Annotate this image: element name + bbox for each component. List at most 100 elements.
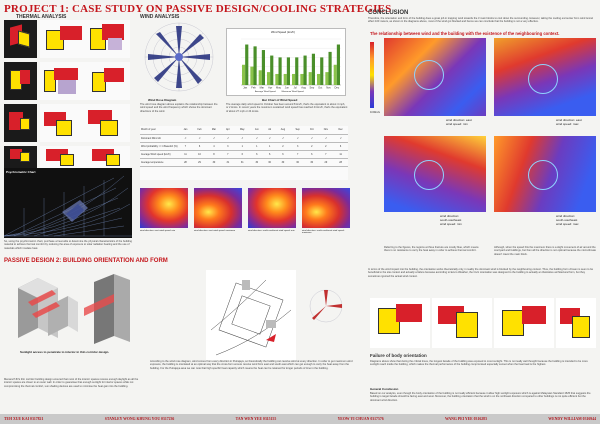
bar-avg-sep [308,72,312,85]
wind-table-cell: 30 [249,158,264,167]
wind-table-cell: Feb [192,126,207,135]
bar-avg-nov [325,72,329,85]
cfd-mini-label-4: wind direction: south-southeast wind spe… [302,230,345,234]
cfd-label-3: wind direction: south-southeast wind spe… [440,214,462,226]
failure-heading: Failure of body orientation [370,353,427,358]
chart-legend: Average Wind Speed Maximum Wind Speed [255,91,304,93]
bar-avg-feb [250,66,254,85]
cfd-large-grid: 0.00m/s wind direction: east wind speed:… [370,38,598,238]
x-tick-label: Apr [268,86,272,90]
psychro-label: Psychrometric Chart [6,170,36,174]
x-tick-label: Oct [318,86,322,90]
wind-table-cell: 7 [318,150,334,159]
wind-table-cell: 1 [234,142,250,151]
page-title: PROJECT 1: CASE STUDY ON PASSIVE DESIGN/… [4,3,392,15]
thermal-model-3 [40,104,130,142]
wind-table-cell: 7 [221,150,235,159]
wind-table-cell: 3 [290,142,305,151]
bar-max-sep [311,53,315,85]
cfd-large-2 [494,38,596,116]
failure-model-4 [556,298,596,348]
wind-table-cell: Apr [221,126,235,135]
cfd-mini-2 [194,188,242,228]
bar-avg-jan [242,64,246,85]
wind-rose-graphic [144,22,214,92]
wind-table-cell: 6 [249,150,264,159]
footer-name-3: TAN WEN YEE 0315155 [235,417,277,421]
wind-rose-small [298,286,354,326]
thermal-model-4 [40,146,130,168]
corridor-svg [18,278,78,338]
wind-table: Month of year Jan Feb Mar Apr May Jun Jul Aug Sep… [140,126,348,167]
bar-max-oct [320,57,324,85]
bar-max-may [278,57,282,85]
wind-table-row-label: Average temperature [140,158,179,167]
wind-table-cell: 31 [221,158,235,167]
legend-max: Maximum Wind Speed [281,91,304,93]
wind-direction-arrow-icon: ↗ [263,134,276,143]
x-tick-label: Jul [294,86,298,90]
footer-name-1: TEH XUE KAI 0317821 [4,417,44,421]
wind-table-cell: Mar [206,126,222,135]
wind-direction-arrow-icon: ↗ [305,134,319,143]
x-tick-label: Jun [285,86,290,90]
wind-table-cell: 30 [290,158,305,167]
wind-table-cell: 6 [263,150,276,159]
wind-table-cell: 6 [234,150,250,159]
wind-table-row-label: Wind probability >= 4 Beaufort (%) [140,142,179,151]
sun-shading-diagram [84,268,138,348]
wind-table-cell: Aug [275,126,291,135]
conclusion-heading: CONCLUSION [368,10,409,16]
psychro-text: So, using the psychrometric chart, purch… [4,240,132,250]
wind-table-cell: 31 [234,158,250,167]
wind-table-cell: Nov [318,126,334,135]
conclusion-text: Therefore, the orientation and form of t… [368,17,594,24]
wind-table-row: Month of year Jan Feb Mar Apr May Jun Jul Aug Sep… [140,126,348,135]
x-tick-label: Mar [260,86,265,90]
wind-table-row-label: Average Wind speed (km/h) [140,150,179,159]
wind-direction-arrow-icon: ↗ [318,134,334,143]
bar-avg-aug [300,73,304,85]
bar-avg-may [275,73,279,85]
wind-table-cell: 6 [275,150,291,159]
wind-table-cell: Oct [305,126,319,135]
bar-avg-oct [317,73,321,85]
cfd-large-1 [384,38,486,116]
x-tick-label: Feb [251,86,256,90]
site-plan-svg [210,279,292,356]
cfd-mini-label-3: wind direction: south-southeast wind spe… [248,230,295,232]
bar-avg-jul [292,73,296,85]
footer-name-2: STANLEY WONG KHUNG YOU 0317236 [104,417,175,421]
wind-table-cell: 29 [318,158,334,167]
wind-table-cell: 7 [290,150,305,159]
scale-label: 0.00m/s [370,110,380,114]
cfd-mini-label-2: wind direction: east wind speed: maximum [194,230,236,232]
thermal-model-2 [40,62,130,100]
failure-text: Diagrams above show that during the crit… [370,360,588,367]
failure-images [370,294,596,352]
wind-table-cell: 2 [305,142,319,151]
x-tick-label: Dec [335,86,340,90]
wind-direction-arrow-icon: ↗ [221,134,235,143]
thermal-model-1 [40,20,130,58]
thermal-thumbs [4,20,132,168]
cfd-right-text: Although, when the speed hits the maximu… [494,246,596,256]
bar-max-mar [261,50,265,85]
footer-name-5: WANG PEI YEE 0316283 [445,417,487,421]
wind-table-cell: 1 [249,142,264,151]
failure-model-3 [494,298,554,348]
cfd-mini-3 [248,188,296,228]
bar-max-jun [286,57,290,85]
x-tick-label: Aug [301,86,306,90]
x-tick-label: Jan [243,86,248,90]
cfd-label-2: wind direction: east wind speed: max [556,118,582,126]
wind-table-cell: Sep [290,126,305,135]
bar-max-jan [245,44,249,85]
thermal-analysis-heading: THERMAL ANALYSIS [16,14,67,20]
wind-table-row-label: Dominant Wind dir. [140,134,179,143]
x-tick-label: Nov [326,86,331,90]
wind-bar-title: Bar Chart of Wind Speed [262,98,298,102]
general-conclusion-heading: General Conclusion [370,387,399,391]
bar-max-aug [303,55,307,85]
cfd-large-4 [494,136,596,212]
